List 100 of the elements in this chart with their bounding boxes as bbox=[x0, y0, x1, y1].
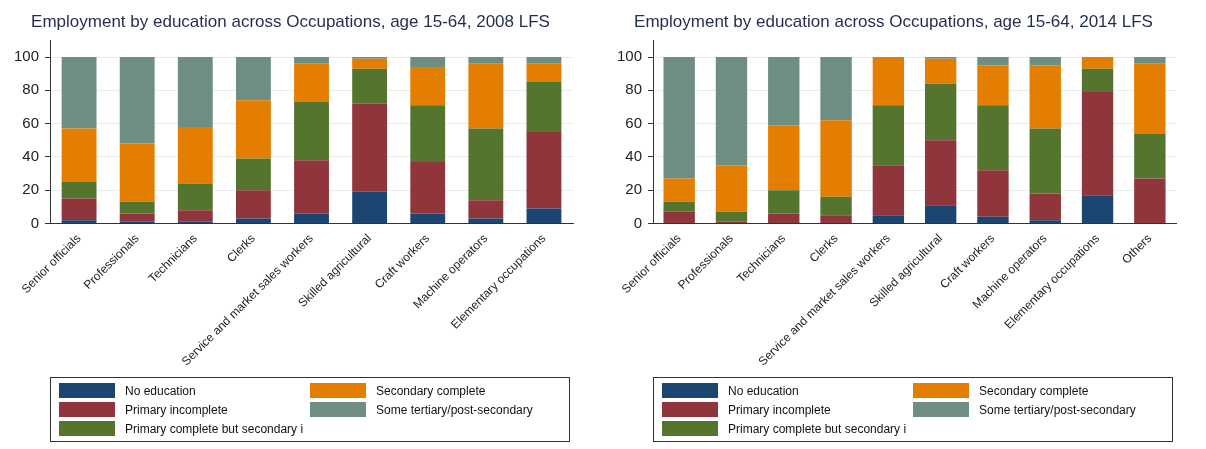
bar bbox=[768, 213, 800, 223]
bar bbox=[663, 201, 695, 212]
legend-label: No education bbox=[125, 383, 196, 398]
bar bbox=[526, 82, 562, 132]
bar bbox=[235, 57, 271, 101]
bar bbox=[235, 190, 271, 219]
bar bbox=[294, 101, 329, 161]
bar bbox=[768, 57, 800, 126]
bar bbox=[352, 191, 388, 223]
bar bbox=[663, 57, 695, 179]
y-tick-label: 40 bbox=[625, 147, 643, 165]
legend-label: Secondary complete bbox=[376, 383, 486, 398]
bar bbox=[977, 105, 1009, 171]
legend-label: Primary complete but secondary i bbox=[728, 421, 907, 436]
bar bbox=[924, 58, 957, 84]
bar bbox=[1029, 128, 1061, 194]
bar bbox=[526, 208, 562, 223]
bar bbox=[715, 165, 748, 212]
bar bbox=[872, 57, 905, 106]
legend-label: No education bbox=[728, 383, 799, 398]
bar bbox=[820, 196, 852, 216]
bar bbox=[119, 57, 155, 144]
legend-label: Primary complete but secondary i bbox=[125, 421, 304, 436]
bar bbox=[977, 65, 1009, 106]
bar bbox=[526, 57, 562, 64]
bar bbox=[177, 210, 213, 222]
bar bbox=[872, 105, 905, 166]
bar bbox=[410, 161, 446, 214]
bar bbox=[924, 205, 957, 223]
legend-label: Secondary complete bbox=[979, 383, 1089, 398]
chart-title: Employment by education across Occupations, age 15-64, 2014 LFS bbox=[634, 11, 1153, 31]
legend-label: Primary incomplete bbox=[125, 402, 228, 417]
legend-label: Some tertiary/post-secondary bbox=[979, 402, 1136, 417]
bar bbox=[872, 165, 905, 216]
bar bbox=[177, 183, 213, 211]
bar bbox=[1134, 63, 1166, 134]
legend-label: Primary incomplete bbox=[728, 402, 831, 417]
bar bbox=[1134, 178, 1166, 223]
y-tick-label: 100 bbox=[14, 47, 40, 65]
bar bbox=[820, 215, 852, 223]
y-tick-label: 80 bbox=[22, 80, 40, 98]
bar bbox=[468, 218, 504, 223]
bar bbox=[235, 218, 271, 223]
bar bbox=[468, 57, 504, 64]
bar bbox=[410, 67, 446, 106]
bar bbox=[977, 216, 1009, 223]
bar bbox=[177, 57, 213, 127]
bar bbox=[1081, 57, 1114, 69]
bar bbox=[352, 103, 388, 192]
bar bbox=[119, 143, 155, 202]
bar bbox=[768, 190, 800, 214]
bar bbox=[468, 128, 504, 201]
bar bbox=[1029, 220, 1061, 223]
bar bbox=[294, 160, 329, 214]
bar bbox=[1134, 57, 1166, 64]
bar bbox=[61, 220, 97, 223]
bar bbox=[410, 213, 446, 223]
bar bbox=[294, 63, 329, 102]
bar bbox=[768, 125, 800, 191]
chart-title: Employment by education across Occupations, age 15-64, 2008 LFS bbox=[31, 11, 550, 31]
bar bbox=[526, 131, 562, 209]
bar bbox=[119, 201, 155, 214]
bar bbox=[61, 57, 97, 129]
bar bbox=[468, 63, 504, 129]
bar bbox=[820, 57, 852, 121]
bar bbox=[924, 140, 957, 206]
y-tick-label: 0 bbox=[30, 213, 40, 231]
bar bbox=[119, 213, 155, 222]
y-tick-label: 0 bbox=[633, 213, 643, 231]
bar bbox=[410, 57, 446, 68]
y-tick-label: 60 bbox=[625, 113, 643, 131]
bar bbox=[1081, 92, 1114, 196]
bar bbox=[1029, 57, 1061, 66]
bar bbox=[235, 100, 271, 159]
bar bbox=[1081, 68, 1114, 92]
bar bbox=[1029, 193, 1061, 221]
y-tick-label: 80 bbox=[625, 80, 643, 98]
y-tick-label: 60 bbox=[22, 113, 40, 131]
bar bbox=[468, 200, 504, 219]
bar bbox=[977, 170, 1009, 217]
bar bbox=[294, 213, 329, 223]
bar bbox=[61, 181, 97, 199]
bar bbox=[924, 83, 957, 141]
bar bbox=[61, 198, 97, 221]
bar bbox=[663, 178, 695, 202]
y-tick-label: 100 bbox=[617, 47, 643, 65]
bar bbox=[177, 126, 213, 184]
bar bbox=[235, 158, 271, 191]
y-tick-label: 20 bbox=[22, 180, 40, 198]
bar bbox=[663, 211, 695, 223]
bar bbox=[715, 57, 748, 166]
bar bbox=[294, 57, 329, 64]
y-tick-label: 40 bbox=[22, 147, 40, 165]
bar bbox=[410, 105, 446, 162]
bar bbox=[977, 57, 1009, 66]
bar bbox=[1029, 65, 1061, 129]
bar bbox=[715, 211, 748, 222]
bar bbox=[352, 68, 388, 104]
bar bbox=[1134, 133, 1166, 179]
bar bbox=[1081, 195, 1114, 223]
